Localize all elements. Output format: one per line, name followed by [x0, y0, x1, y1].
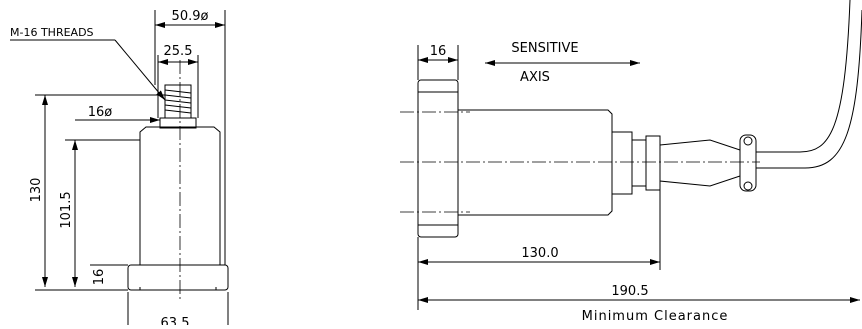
dim-base-width: 63.5 [161, 316, 190, 325]
dim-flange-thickness: 16 [92, 269, 107, 286]
dim-connector-width: 25.5 [164, 44, 193, 59]
dim-length: 130.0 [521, 246, 558, 261]
dim-clearance: 190.5 [611, 284, 648, 299]
axis-label: SENSITIVE [511, 41, 578, 56]
dim-thread-diameter: 16ø [88, 105, 113, 120]
axis-label: AXIS [520, 70, 550, 85]
dim-flange-thickness: 16 [430, 44, 447, 59]
thread-label: M-16 THREADS [10, 26, 94, 39]
clearance-label: Minimum Clearance [582, 309, 729, 324]
right-view: 16 SENSITIVE AXIS 130.0 190.5 Minimum Cl… [400, 0, 862, 324]
dim-height-body: 101.5 [59, 191, 74, 228]
dim-height-total: 130 [29, 178, 44, 203]
left-view: M-16 THREADS 50.9ø 25.5 16ø 130 101.5 16… [10, 9, 229, 329]
dim-top-width: 50.9ø [172, 9, 209, 24]
